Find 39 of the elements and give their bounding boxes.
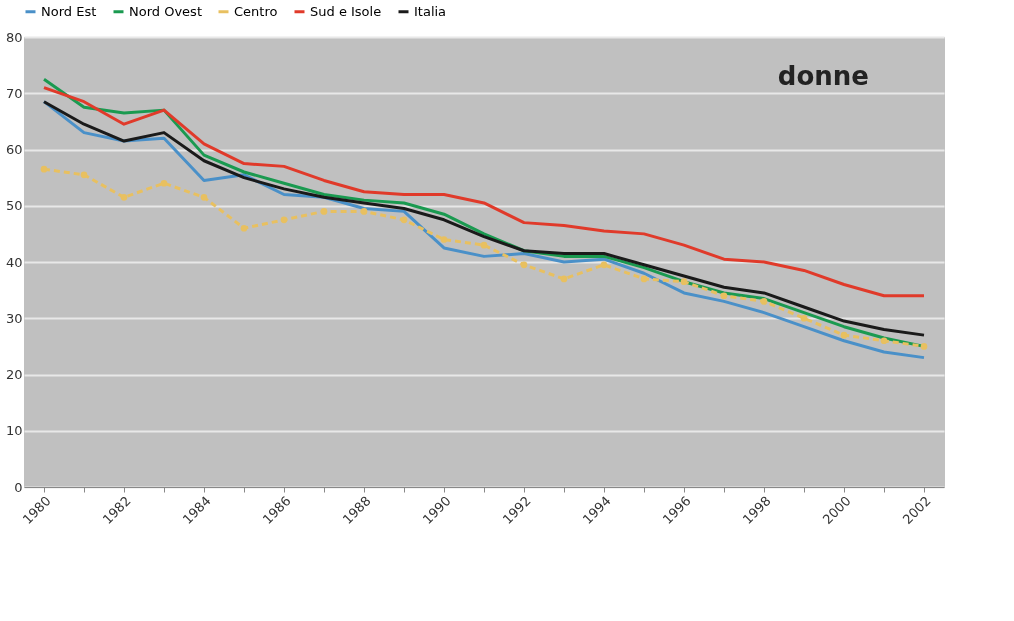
point (280, 216, 288, 224)
y-tick-label: 30 (5, 310, 23, 326)
point (80, 171, 88, 179)
y-tick-label: 80 (5, 29, 23, 45)
point (320, 208, 328, 215)
point (240, 224, 248, 232)
y-tick-label: 20 (5, 367, 23, 382)
line-series (42, 86, 926, 298)
y-tick-label: 0 (14, 479, 23, 495)
point (640, 275, 648, 283)
y-tick-label: 50 (5, 198, 23, 214)
legend-label: Nord Est (41, 3, 97, 19)
point (600, 261, 608, 269)
point (200, 193, 208, 201)
y-tick-label: 70 (5, 85, 23, 101)
legend-label: Sud e Isole (310, 3, 382, 19)
point (440, 236, 448, 243)
annotation: donne (777, 61, 869, 91)
point (520, 261, 528, 269)
point (120, 193, 128, 201)
point (560, 275, 568, 283)
y-tick-label: 60 (5, 142, 23, 157)
legend-label: Italia (414, 3, 447, 19)
point (160, 179, 168, 187)
point (760, 298, 768, 305)
legend-label: Nord Ovest (129, 3, 202, 19)
point (920, 343, 928, 350)
point (480, 241, 488, 249)
point (680, 278, 688, 286)
point (800, 314, 808, 322)
legend-label: Centro (234, 3, 278, 19)
point (400, 216, 408, 224)
y-tick-label: 10 (5, 423, 23, 439)
point (880, 337, 888, 345)
point (40, 165, 48, 173)
point (360, 208, 368, 215)
point (720, 292, 728, 300)
y-tick-label: 40 (5, 254, 23, 270)
point (840, 331, 848, 339)
